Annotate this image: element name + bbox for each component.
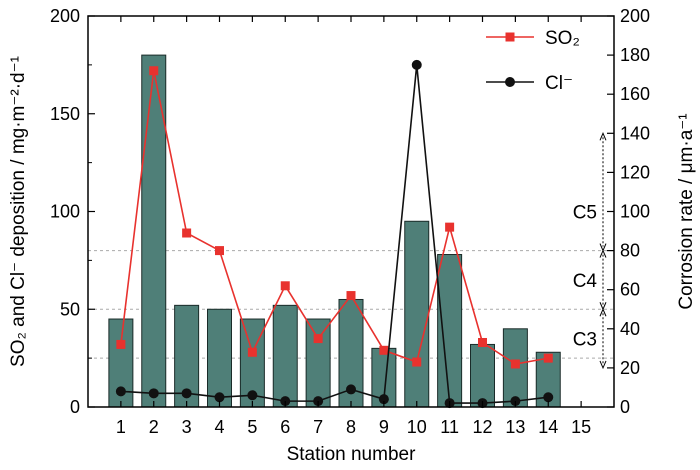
x-tick-label: 15 <box>571 417 591 437</box>
y-left-tick-label: 50 <box>60 299 80 319</box>
zone-label: C4 <box>573 271 598 292</box>
x-tick-label: 8 <box>346 417 356 437</box>
point-marker <box>313 334 323 344</box>
point-marker <box>510 359 520 369</box>
point-marker <box>346 291 356 301</box>
point-marker <box>445 222 455 232</box>
point-marker <box>478 337 487 347</box>
point-marker <box>247 390 258 401</box>
x-tick-label: 11 <box>440 417 459 437</box>
point-marker <box>543 392 554 403</box>
y-right-tick-label: 40 <box>620 319 640 339</box>
point-marker <box>214 392 225 403</box>
x-tick-label: 10 <box>407 417 427 437</box>
bar <box>404 220 430 408</box>
point-marker <box>181 388 192 399</box>
point-marker <box>182 228 192 238</box>
legend-label: Cl⁻ <box>545 73 573 94</box>
x-tick-label: 13 <box>505 417 525 437</box>
zone-arrowhead <box>599 360 607 370</box>
x-tick-label: 14 <box>538 417 558 437</box>
bar <box>470 343 495 408</box>
x-tick-label: 5 <box>247 417 257 437</box>
bar <box>141 54 167 408</box>
y-right-tick-label: 100 <box>620 202 650 222</box>
point-marker <box>215 246 224 256</box>
x-tick-label: 2 <box>149 417 159 437</box>
y-right-tick-label: 140 <box>620 123 650 143</box>
point-marker <box>148 388 159 399</box>
y-axis-right: 0 20 40 60 80 100 120 140 160 180 200 <box>607 6 650 417</box>
y-left-tick-label: 0 <box>70 397 80 417</box>
x-tick-label: 7 <box>313 417 323 437</box>
point-marker <box>543 353 553 363</box>
zone-label: C3 <box>573 330 597 351</box>
point-marker <box>149 66 159 76</box>
point-marker <box>280 281 290 291</box>
point-marker <box>116 339 126 349</box>
y-right-tick-label: 200 <box>620 6 650 26</box>
corrosion-zones: C3 C4 C5 <box>573 132 607 370</box>
bar <box>437 254 463 408</box>
point-marker <box>247 347 257 357</box>
bar <box>272 304 298 408</box>
point-marker <box>378 394 389 405</box>
y-right-tick-label: 160 <box>620 84 650 104</box>
y-right-tick-label: 60 <box>620 280 640 300</box>
x-tick-label: 6 <box>280 417 290 437</box>
legend: SO₂ Cl⁻ <box>486 28 580 94</box>
zone-label: C5 <box>573 203 597 224</box>
series-line <box>120 70 549 365</box>
y-axis-right-label: Corrosion rate / μm·a⁻¹ <box>676 113 697 309</box>
point-marker <box>411 59 422 70</box>
point-marker <box>412 357 422 367</box>
y-right-tick-label: 0 <box>620 397 630 417</box>
zone-arrowhead <box>599 302 607 311</box>
point-marker <box>115 386 126 397</box>
x-tick-label: 12 <box>472 417 492 437</box>
zone-arrowhead <box>599 243 607 252</box>
series-line <box>120 64 549 404</box>
bar <box>305 318 331 408</box>
x-axis: 1 2 3 4 5 6 7 8 9 10 11 12 13 14 15 <box>116 16 591 437</box>
y-right-tick-label: 120 <box>620 162 650 182</box>
y-right-tick-label: 80 <box>620 241 640 261</box>
x-tick-label: 4 <box>214 417 224 437</box>
point-marker <box>346 384 356 395</box>
y-right-tick-label: 20 <box>620 358 640 378</box>
x-tick-label: 9 <box>379 417 389 437</box>
y-left-tick-label: 150 <box>50 104 80 124</box>
y-left-tick-label: 200 <box>50 6 80 26</box>
point-marker <box>379 345 389 355</box>
legend-label: SO₂ <box>545 28 580 49</box>
x-axis-label: Station number <box>287 444 417 465</box>
deposition-lines <box>115 59 554 409</box>
corrosion-bars <box>108 54 561 408</box>
y-right-tick-label: 180 <box>620 45 650 65</box>
y-left-tick-label: 100 <box>50 202 80 222</box>
zone-arrowhead <box>599 132 607 141</box>
y-axis-left-label: SO₂ and Cl⁻ deposition / mg·m⁻²·d⁻¹ <box>8 56 29 367</box>
legend-marker <box>505 77 515 87</box>
x-tick-label: 3 <box>182 417 192 437</box>
legend-marker <box>505 32 515 42</box>
y-axis-left: 0 50 100 150 200 <box>50 6 95 417</box>
x-tick-label: 1 <box>116 417 126 437</box>
